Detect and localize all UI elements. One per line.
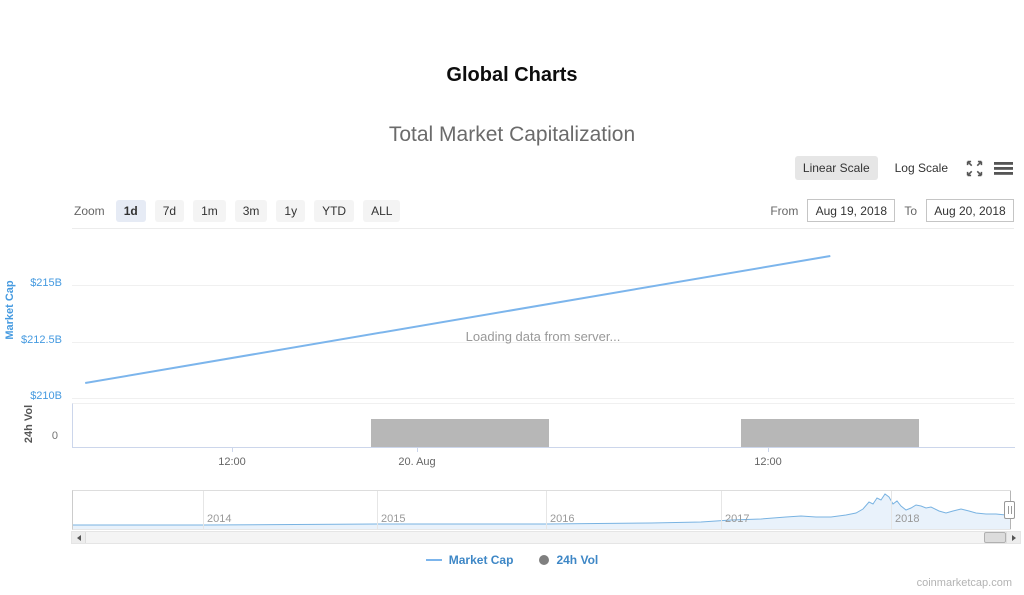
navigator-year-label: 2016 bbox=[550, 513, 575, 525]
x-axis-label: 12:00 bbox=[218, 456, 246, 468]
gridline-215b bbox=[72, 285, 1014, 286]
from-label: From bbox=[770, 203, 799, 218]
zoom-button-YTD[interactable]: YTD bbox=[314, 200, 355, 222]
x-axis-tick bbox=[232, 447, 233, 452]
market-cap-axis-title: Market Cap bbox=[4, 280, 16, 340]
zoom-controls: Zoom 1d 7d 1m 3m 1y YTD ALL bbox=[74, 200, 401, 222]
handle-grip bbox=[1010, 506, 1012, 514]
navigator-gridline bbox=[891, 491, 892, 529]
x-axis-tick bbox=[768, 447, 769, 452]
loading-message: Loading data from server... bbox=[465, 329, 621, 344]
x-axis-label: 12:00 bbox=[754, 456, 782, 468]
zoom-button-1d[interactable]: 1d bbox=[115, 200, 146, 222]
scrollbar-right-arrow-button[interactable] bbox=[1006, 532, 1020, 543]
volume-axis-label-0: 0 bbox=[51, 430, 58, 442]
zoom-button-7d[interactable]: 7d bbox=[154, 200, 185, 222]
x-axis-label: 20. Aug bbox=[398, 456, 436, 468]
navigator-gridline bbox=[377, 491, 378, 529]
right-arrow-icon bbox=[1011, 534, 1016, 541]
chart-legend: Market Cap 24h Vol bbox=[0, 553, 1024, 567]
volume-circle-marker-icon bbox=[539, 555, 550, 565]
y-axis-label-210b: $210B bbox=[30, 390, 62, 402]
scrollbar-thumb[interactable] bbox=[984, 532, 1006, 543]
navigator-year-label: 2017 bbox=[725, 513, 750, 525]
date-range-controls: From To bbox=[770, 199, 1014, 222]
navigator-gridline bbox=[721, 491, 722, 529]
legend-label-24h-vol: 24h Vol bbox=[556, 553, 599, 567]
zoom-button-3m[interactable]: 3m bbox=[234, 200, 268, 222]
y-axis-label-215b: $215B bbox=[30, 277, 62, 289]
chart-title: Total Market Capitalization bbox=[388, 123, 636, 146]
navigator-year-label: 2015 bbox=[381, 513, 406, 525]
zoom-button-ALL[interactable]: ALL bbox=[363, 200, 401, 222]
navigator-series-line bbox=[73, 493, 1011, 526]
navigator-gridline bbox=[203, 491, 204, 529]
market-cap-pane: Loading data from server... bbox=[72, 228, 1014, 399]
navigator-area-chart bbox=[73, 493, 1011, 529]
scale-toggle-row: Linear Scale Log Scale bbox=[794, 156, 1014, 180]
watermark: coinmarketcap.com bbox=[916, 577, 1012, 589]
y-axis-label-212-5b: $212.5B bbox=[21, 334, 62, 346]
volume-bar bbox=[371, 419, 549, 447]
volume-pane: 12:00 20. Aug 12:00 bbox=[72, 403, 1015, 468]
navigator-year-label: 2018 bbox=[895, 513, 920, 525]
market-cap-line-marker-icon bbox=[425, 559, 442, 561]
market-cap-series-line bbox=[85, 255, 831, 384]
volume-axis-title: 24h Vol bbox=[23, 404, 35, 444]
fullscreen-expand-icon[interactable] bbox=[965, 159, 984, 178]
legend-item-24h-vol[interactable]: 24h Vol bbox=[539, 553, 598, 567]
page-title: Global Charts bbox=[446, 64, 578, 86]
navigator-year-label: 2014 bbox=[207, 513, 232, 525]
navigator-handle[interactable] bbox=[1004, 501, 1015, 519]
from-date-input[interactable] bbox=[807, 199, 896, 222]
volume-bar bbox=[741, 419, 919, 447]
handle-grip bbox=[1007, 506, 1009, 514]
left-arrow-icon bbox=[76, 534, 81, 541]
log-scale-button[interactable]: Log Scale bbox=[894, 161, 948, 175]
zoom-button-1m[interactable]: 1m bbox=[193, 200, 226, 222]
zoom-caption: Zoom bbox=[74, 204, 105, 218]
navigator[interactable]: 2014 2015 2016 2017 2018 bbox=[72, 490, 1015, 530]
legend-label-market-cap: Market Cap bbox=[448, 553, 514, 567]
zoom-button-1y[interactable]: 1y bbox=[276, 200, 306, 222]
legend-item-market-cap[interactable]: Market Cap bbox=[425, 553, 514, 567]
market-cap-line-chart bbox=[85, 255, 831, 384]
to-label: To bbox=[904, 203, 917, 218]
navigator-gridline bbox=[546, 491, 547, 529]
chart-scrollbar[interactable] bbox=[71, 531, 1021, 544]
gridline-210b bbox=[72, 398, 1014, 399]
scrollbar-left-arrow-button[interactable] bbox=[72, 532, 86, 543]
gridline-212-5b bbox=[72, 342, 1014, 343]
navigator-area-fill bbox=[73, 494, 1011, 529]
chart-menu-hamburger-icon[interactable] bbox=[993, 160, 1014, 177]
x-axis-tick bbox=[417, 447, 418, 452]
to-date-input[interactable] bbox=[926, 199, 1014, 222]
linear-scale-button[interactable]: Linear Scale bbox=[794, 156, 878, 180]
